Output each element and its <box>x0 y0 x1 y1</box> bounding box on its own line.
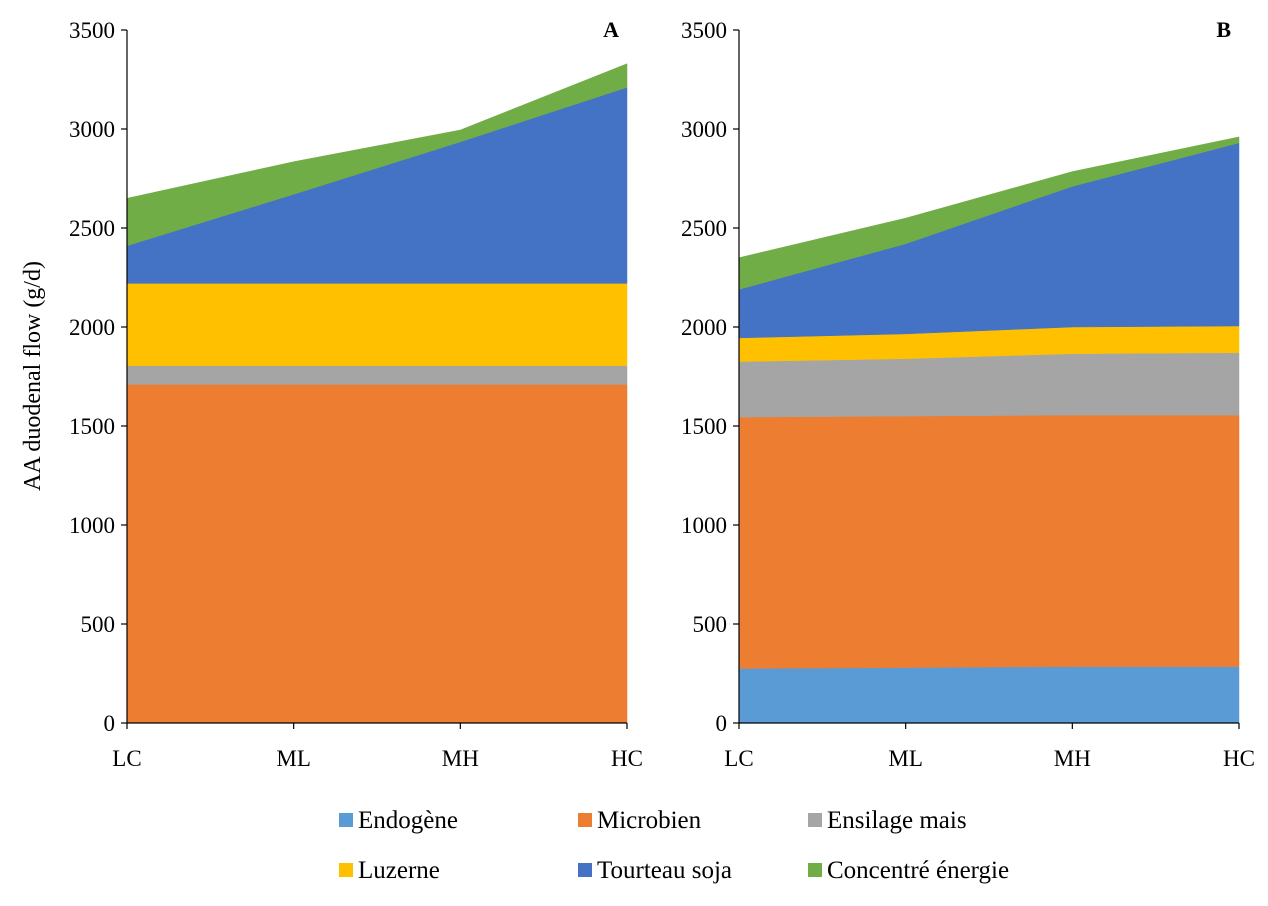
panel-a-y-tick-label: 3500 <box>69 18 115 43</box>
panel-b-x-tick-label: ML <box>888 746 923 771</box>
legend-label-tourteau-soja: Tourteau soja <box>597 857 732 884</box>
panel-a-y-tick-label: 500 <box>81 612 116 637</box>
panel-b-y-tick-label: 3000 <box>681 117 727 142</box>
panel-b-x-tick-label: LC <box>724 746 753 771</box>
panel-b-x-tick-label: HC <box>1223 746 1255 771</box>
legend-swatch-microbien <box>578 813 592 827</box>
legend-swatch-endogene <box>339 813 353 827</box>
panel-a-x-tick-label: LC <box>112 746 141 771</box>
legend-label-microbien: Microbien <box>597 807 702 834</box>
legend-label-endogene: Endogène <box>358 807 458 834</box>
panel-a-y-tick-label: 0 <box>104 711 116 736</box>
panel-b-area-ensilage-mais <box>739 353 1239 417</box>
panel-b-area-microbien <box>739 415 1239 668</box>
legend-label-luzerne: Luzerne <box>358 857 440 884</box>
panel-b-y-tick-label: 1000 <box>681 513 727 538</box>
legend-label-ensilage-mais: Ensilage mais <box>827 807 967 834</box>
panel-a-area-luzerne <box>127 283 627 365</box>
panel-a-y-tick-label: 2500 <box>69 216 115 241</box>
panel-a-y-tick-label: 1500 <box>69 414 115 439</box>
panel-b-y-tick-label: 2500 <box>681 216 727 241</box>
legend-swatch-tourteau-soja <box>578 863 592 877</box>
panel-b-y-tick-label: 1500 <box>681 414 727 439</box>
legend-swatch-luzerne <box>339 863 353 877</box>
panel-a-y-tick-label: 3000 <box>69 117 115 142</box>
panel-a-y-tick-label: 1000 <box>69 513 115 538</box>
panel-a-x-tick-label: HC <box>611 746 643 771</box>
panel-b-y-tick-label: 3500 <box>681 18 727 43</box>
panel-a-y-tick-label: 2000 <box>69 315 115 340</box>
panel-a-x-tick-label: MH <box>442 746 479 771</box>
panel-b-y-tick-label: 0 <box>716 711 728 736</box>
legend-label-concentre-energie: Concentré énergie <box>827 857 1009 884</box>
panel-a-x-tick-label: ML <box>276 746 311 771</box>
panel-b-area-endogene <box>739 667 1239 723</box>
panel-a-label: A <box>603 17 619 42</box>
legend-swatch-concentre-energie <box>808 863 822 877</box>
panel-b-y-tick-label: 500 <box>693 612 728 637</box>
panel-a-area-microbien <box>127 384 627 723</box>
panel-b-x-tick-label: MH <box>1054 746 1091 771</box>
panel-a-area-ensilage-mais <box>127 366 627 385</box>
y-axis-label: AA duodenal flow (g/d) <box>20 261 46 491</box>
panel-b-y-tick-label: 2000 <box>681 315 727 340</box>
legend-swatch-ensilage-mais <box>808 813 822 827</box>
panel-b-label: B <box>1216 17 1231 42</box>
